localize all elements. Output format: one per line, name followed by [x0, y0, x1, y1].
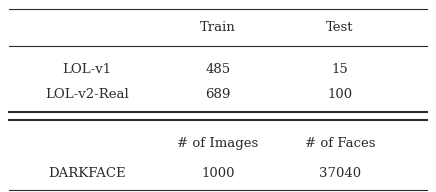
Text: 1000: 1000: [201, 167, 235, 180]
Text: 37040: 37040: [319, 167, 361, 180]
Text: Train: Train: [200, 21, 236, 34]
Text: # of Images: # of Images: [177, 137, 259, 150]
Text: # of Faces: # of Faces: [305, 137, 375, 150]
Text: LOL-v1: LOL-v1: [63, 63, 112, 76]
Text: DARKFACE: DARKFACE: [48, 167, 126, 180]
Text: 100: 100: [327, 88, 353, 101]
Text: 485: 485: [205, 63, 231, 76]
Text: LOL-v2-Real: LOL-v2-Real: [45, 88, 129, 101]
Text: Test: Test: [326, 21, 354, 34]
Text: 15: 15: [332, 63, 348, 76]
Text: 689: 689: [205, 88, 231, 101]
